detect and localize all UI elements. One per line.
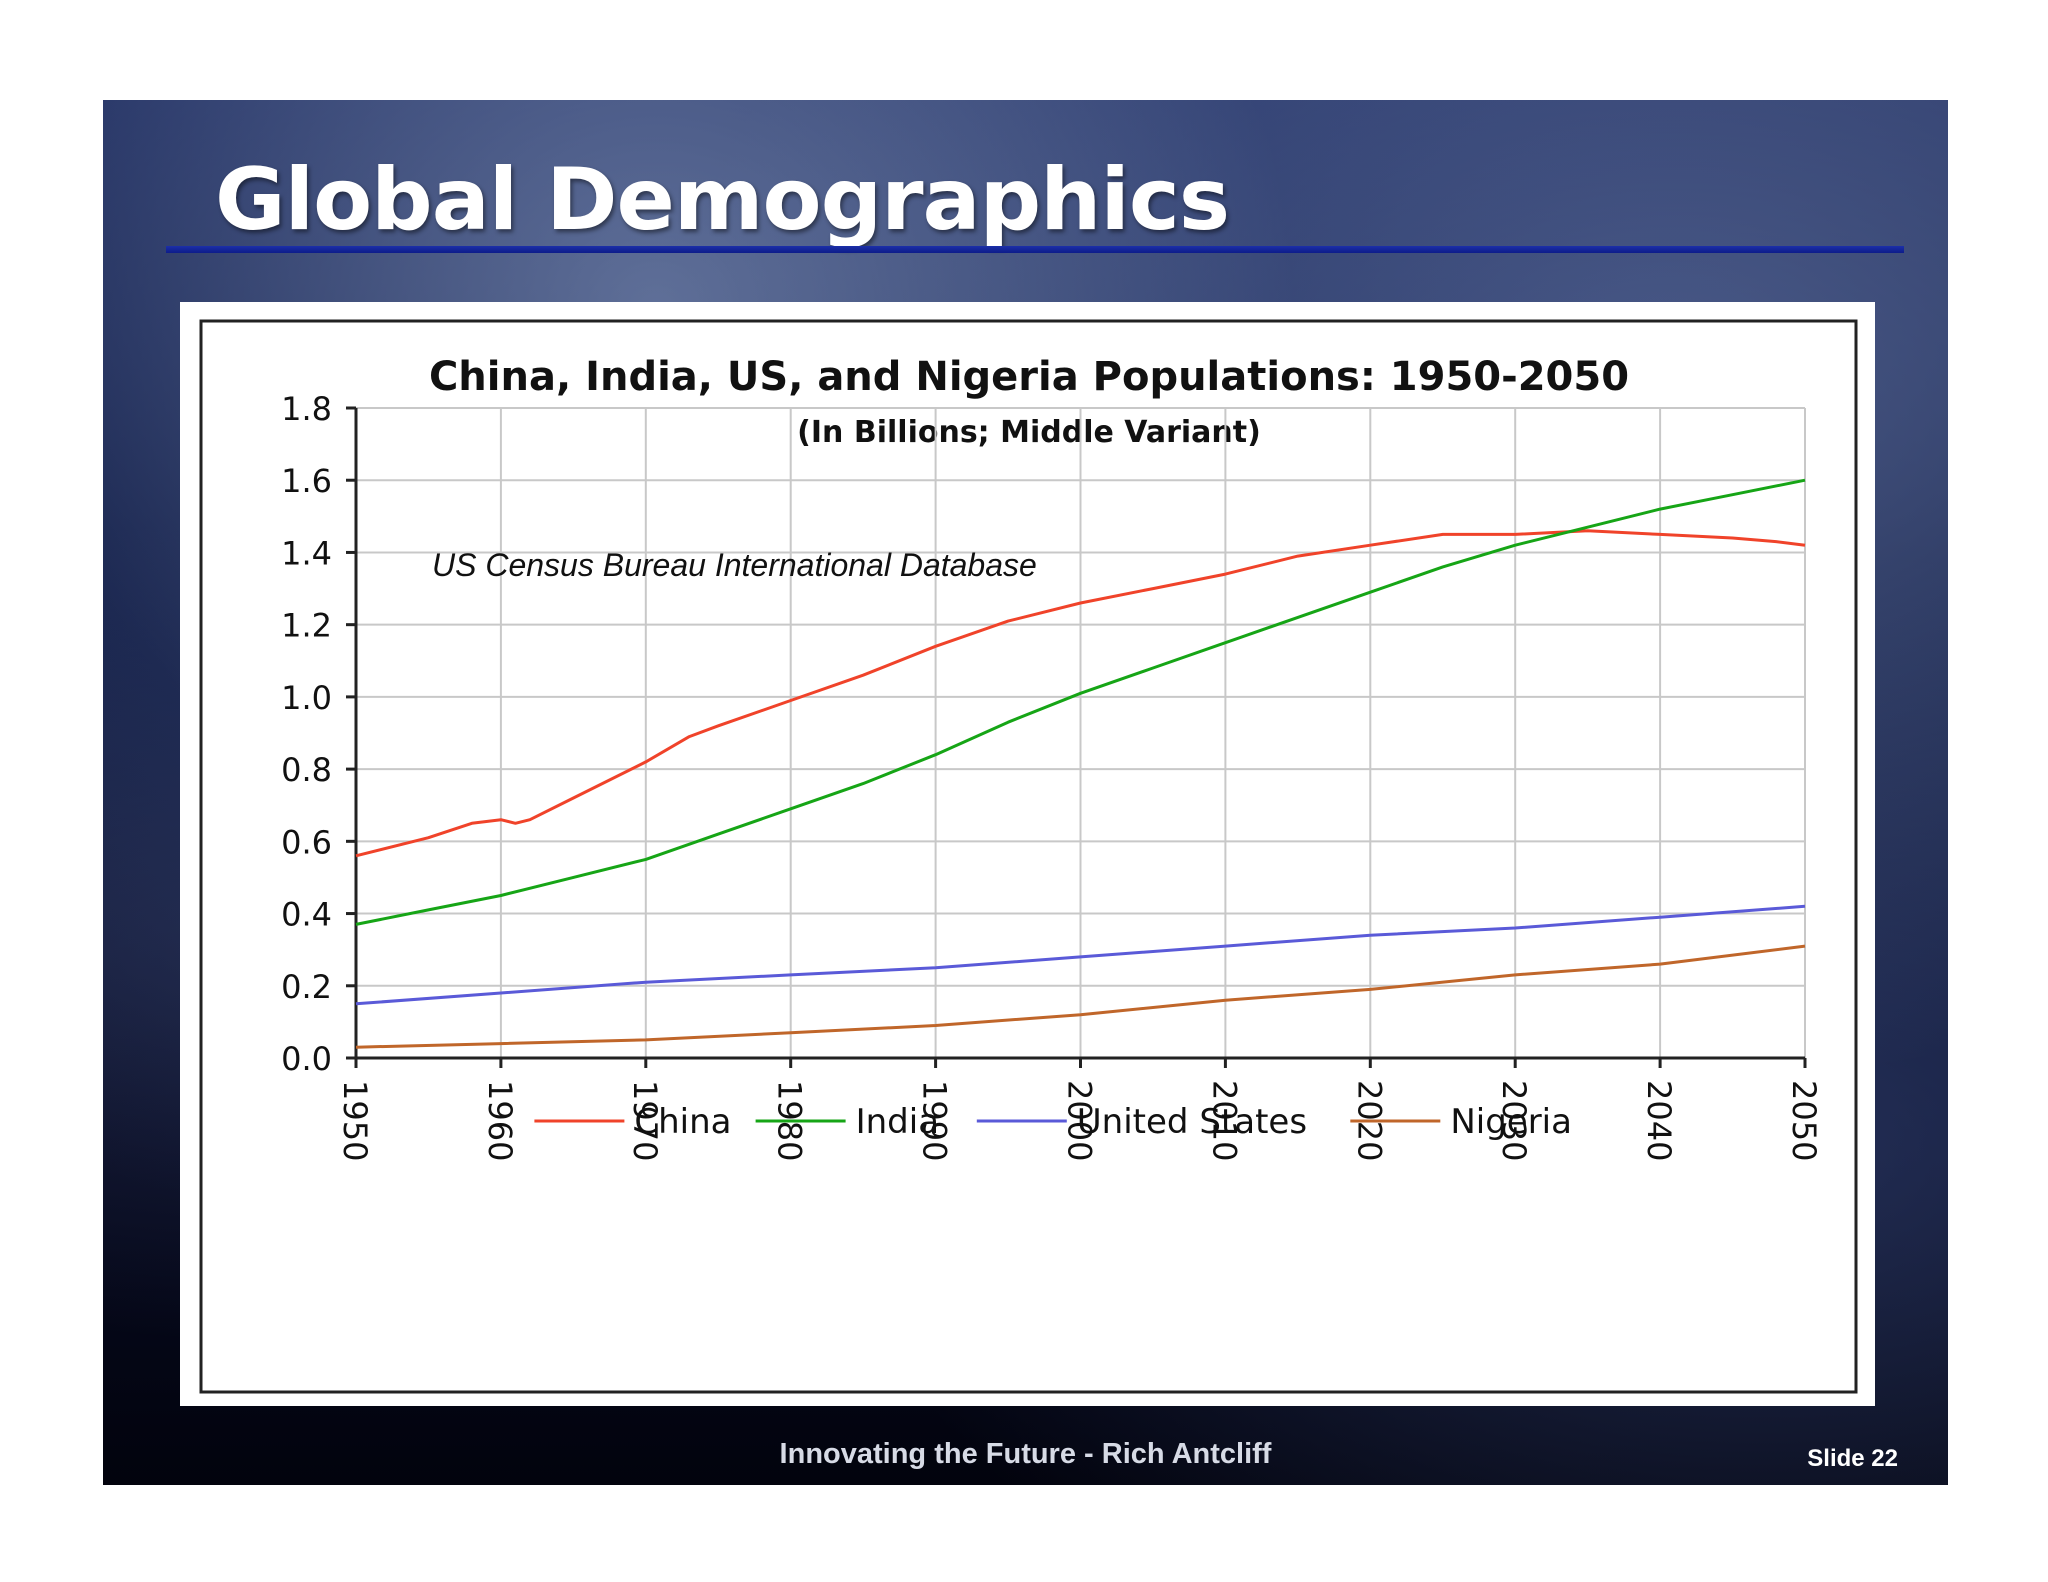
slide-title: Global Demographics: [215, 150, 1230, 250]
y-tick-label: 1.6: [281, 462, 332, 500]
title-underline: [166, 246, 1904, 253]
series-line-nigeria: [355, 944, 1806, 1049]
legend-label-india: India: [856, 1102, 939, 1142]
source-annotation: US Census Bureau International Database: [432, 547, 1037, 583]
axes: [346, 406, 1807, 1068]
y-tick-label: 0.2: [281, 968, 332, 1006]
x-tick-label: 1950: [336, 1080, 374, 1161]
x-axis-tick-labels: 1950 1960 1970 1980 1990 2000 2010 2020 2030 2040…: [336, 1080, 1823, 1161]
y-axis-tick-labels: 0.0 0.2 0.4 0.6 0.8 1.0 1.2 1.4 1.6 1.8: [281, 390, 332, 1078]
x-tick-label: 1990: [916, 1080, 954, 1161]
x-tick-label: 1960: [481, 1080, 519, 1161]
chart-frame: [199, 319, 1858, 1394]
y-tick-label: 1.8: [281, 390, 332, 428]
chart-title: China, India, US, and Nigeria Population…: [429, 354, 1629, 400]
x-tick-label: 2040: [1640, 1080, 1678, 1161]
y-tick-label: 0.4: [281, 896, 332, 934]
x-tick-label: 2030: [1495, 1080, 1533, 1161]
x-tick-label: 1970: [626, 1080, 664, 1161]
series-line-united-states: [355, 904, 1806, 1006]
x-tick-label: 2050: [1785, 1080, 1823, 1161]
chart-card: China, India, US, and Nigeria Population…: [180, 302, 1875, 1406]
y-tick-label: 1.4: [281, 534, 332, 572]
x-tick-label: 2000: [1061, 1080, 1099, 1161]
x-tick-label: 2010: [1205, 1080, 1243, 1161]
legend-label-united-states: United States: [1077, 1102, 1307, 1142]
legend: China India United States Nigeria: [534, 1102, 1572, 1142]
population-line-chart: China, India, US, and Nigeria Population…: [199, 319, 1858, 1394]
footer-text: Innovating the Future - Rich Antcliff: [779, 1438, 1272, 1470]
series-lines: [355, 478, 1806, 1049]
y-tick-label: 0.6: [281, 823, 332, 861]
legend-label-china: China: [634, 1102, 731, 1142]
slide-number: Slide 22: [1807, 1445, 1898, 1472]
slide-background: Global Demographics China, India, US, an…: [103, 100, 1948, 1485]
chart-subtitle: (In Billions; Middle Variant): [797, 415, 1261, 450]
legend-label-nigeria: Nigeria: [1450, 1102, 1572, 1142]
y-tick-label: 1.2: [281, 607, 332, 645]
y-tick-label: 1.0: [281, 679, 332, 717]
y-tick-label: 0.0: [281, 1040, 332, 1078]
y-tick-label: 0.8: [281, 751, 332, 789]
grid-lines: [355, 407, 1806, 1059]
series-line-india: [355, 478, 1806, 926]
